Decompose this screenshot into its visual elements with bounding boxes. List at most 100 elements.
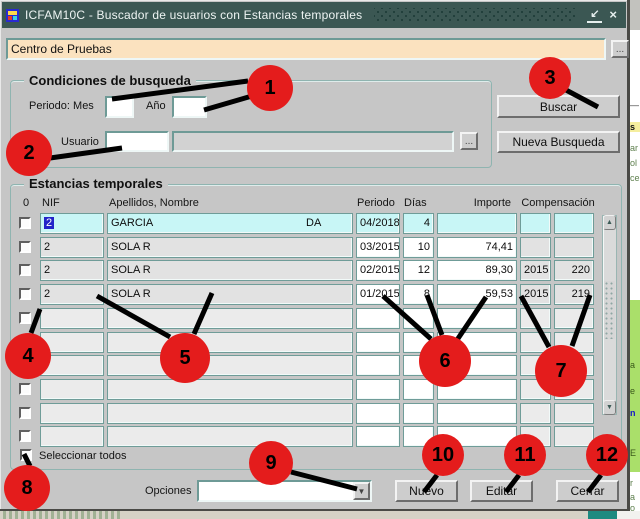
cell-importe[interactable]: 59,53 (437, 284, 517, 305)
cell-compensacion-ano[interactable]: 2015 (520, 260, 551, 281)
opciones-dropdown-arrow-icon[interactable]: ▼ (353, 482, 370, 500)
cell-dias[interactable]: 4 (403, 213, 434, 234)
usuario-desc-field (172, 131, 454, 152)
scroll-up-icon[interactable]: ▲ (603, 215, 616, 230)
cell-importe[interactable] (437, 213, 517, 234)
cell-importe (437, 308, 517, 329)
row-select-checkbox[interactable] (19, 217, 31, 229)
cell-dias (403, 379, 434, 400)
window-title: ICFAM10C - Buscador de usuarios con Esta… (25, 8, 363, 22)
nueva-busqueda-button[interactable]: Nueva Busqueda (497, 131, 620, 153)
nuevo-button[interactable]: Nuevo (395, 480, 458, 502)
cell-dias (403, 308, 434, 329)
cell-importe[interactable]: 89,30 (437, 260, 517, 281)
scrollbar-thumb[interactable] (604, 281, 615, 339)
background-text-fragment: ol (630, 158, 638, 168)
cell-compensacion-importe[interactable]: 219 (554, 284, 594, 305)
cell-periodo (356, 355, 400, 376)
cell-dias[interactable]: 10 (403, 237, 434, 258)
close-window-icon[interactable]: × (609, 7, 617, 22)
annotation-circle-2: 2 (6, 130, 52, 176)
cell-periodo[interactable]: 04/2018 (356, 213, 400, 234)
cell-periodo[interactable]: 01/2015 (356, 284, 400, 305)
restore-window-icon[interactable]: ↙ (587, 7, 603, 23)
titlebar-texture (374, 8, 576, 22)
table-scrollbar[interactable]: ▲ ▼ (602, 215, 617, 415)
estancias-group-title: Estancias temporales (24, 176, 168, 191)
cell-compensacion-ano[interactable] (520, 237, 551, 258)
cell-dias[interactable]: 8 (403, 284, 434, 305)
periodo-mes-label: Periodo: Mes (29, 100, 94, 112)
cell-compensacion-ano[interactable] (520, 213, 551, 234)
row-select-checkbox[interactable] (19, 288, 31, 300)
cell-apellidos-nombre[interactable]: SOLA R (107, 260, 353, 281)
opciones-dropdown[interactable] (197, 480, 372, 502)
annotation-circle-3: 3 (529, 57, 571, 99)
background-text-fragment: ar (630, 143, 639, 153)
cell-nif (40, 403, 104, 424)
centro-browse-button[interactable]: ... (611, 40, 629, 58)
row-select-checkbox[interactable] (19, 241, 31, 253)
row-select-checkbox[interactable] (19, 383, 31, 395)
cell-compensacion-importe (554, 308, 594, 329)
cell-apellidos-nombre (107, 332, 353, 353)
background-text-fragment: E (630, 448, 640, 458)
table-row: 2 SOLA R 03/2015 10 74,41 (0, 237, 630, 258)
cell-periodo[interactable]: 03/2015 (356, 237, 400, 258)
scroll-down-icon[interactable]: ▼ (603, 400, 616, 415)
col-header-nif: NIF (42, 197, 60, 209)
cell-compensacion-importe[interactable] (554, 237, 594, 258)
mes-input[interactable] (105, 96, 134, 118)
cell-periodo (356, 308, 400, 329)
usuario-input[interactable] (105, 131, 169, 152)
table-row-empty (0, 379, 630, 400)
cell-apellidos-nombre[interactable]: SOLA R (107, 284, 353, 305)
centro-field[interactable]: Centro de Pruebas (6, 38, 606, 60)
cell-nif[interactable]: 2 (40, 213, 104, 234)
table-row-empty (0, 426, 630, 447)
ano-input[interactable] (172, 96, 207, 118)
cell-apellidos-nombre[interactable]: GARCIA DA (107, 213, 353, 234)
cell-compensacion-importe[interactable] (554, 213, 594, 234)
row-select-checkbox[interactable] (19, 430, 31, 442)
col-header-compensacion: Compensación (521, 197, 595, 209)
background-text-fragment: a (630, 360, 640, 370)
cell-compensacion-ano (520, 308, 551, 329)
background-text-fragment: n (630, 408, 640, 418)
editar-button[interactable]: Editar (470, 480, 533, 502)
row-select-checkbox[interactable] (19, 264, 31, 276)
background-text-fragment: r (630, 478, 633, 488)
cerrar-button[interactable]: Cerrar (556, 480, 619, 502)
cell-apellidos-nombre[interactable]: SOLA R (107, 237, 353, 258)
usuario-browse-button[interactable]: ... (460, 132, 478, 150)
background-teal-block (588, 511, 617, 519)
col-header-dias: Días (404, 197, 427, 209)
table-row-empty (0, 332, 630, 353)
cell-nif[interactable]: 2 (40, 260, 104, 281)
cell-nif[interactable]: 2 (40, 284, 104, 305)
cell-dias[interactable]: 12 (403, 260, 434, 281)
cell-nif[interactable]: 2 (40, 237, 104, 258)
cell-dias (403, 403, 434, 424)
cell-importe (437, 403, 517, 424)
cell-periodo[interactable]: 02/2015 (356, 260, 400, 281)
cell-compensacion-importe[interactable]: 220 (554, 260, 594, 281)
annotation-circle-1: 1 (247, 65, 293, 111)
table-row-empty (0, 403, 630, 424)
buscar-button[interactable]: Buscar (497, 95, 620, 118)
cell-periodo (356, 403, 400, 424)
col-header-select: 0 (22, 197, 30, 209)
title-bar: ICFAM10C - Buscador de usuarios con Esta… (2, 2, 626, 28)
row-select-checkbox[interactable] (19, 312, 31, 324)
row-select-checkbox[interactable] (19, 407, 31, 419)
cell-compensacion-importe (554, 403, 594, 424)
cell-apellidos-nombre (107, 379, 353, 400)
cell-nif (40, 308, 104, 329)
background-text-fragment: a (630, 492, 636, 502)
cell-importe[interactable]: 74,41 (437, 237, 517, 258)
select-all-checkbox[interactable] (20, 449, 32, 461)
cell-apellidos-nombre (107, 426, 353, 447)
cell-compensacion-ano[interactable]: 2015 (520, 284, 551, 305)
cell-nif (40, 379, 104, 400)
select-all-label: Seleccionar todos (39, 450, 127, 462)
